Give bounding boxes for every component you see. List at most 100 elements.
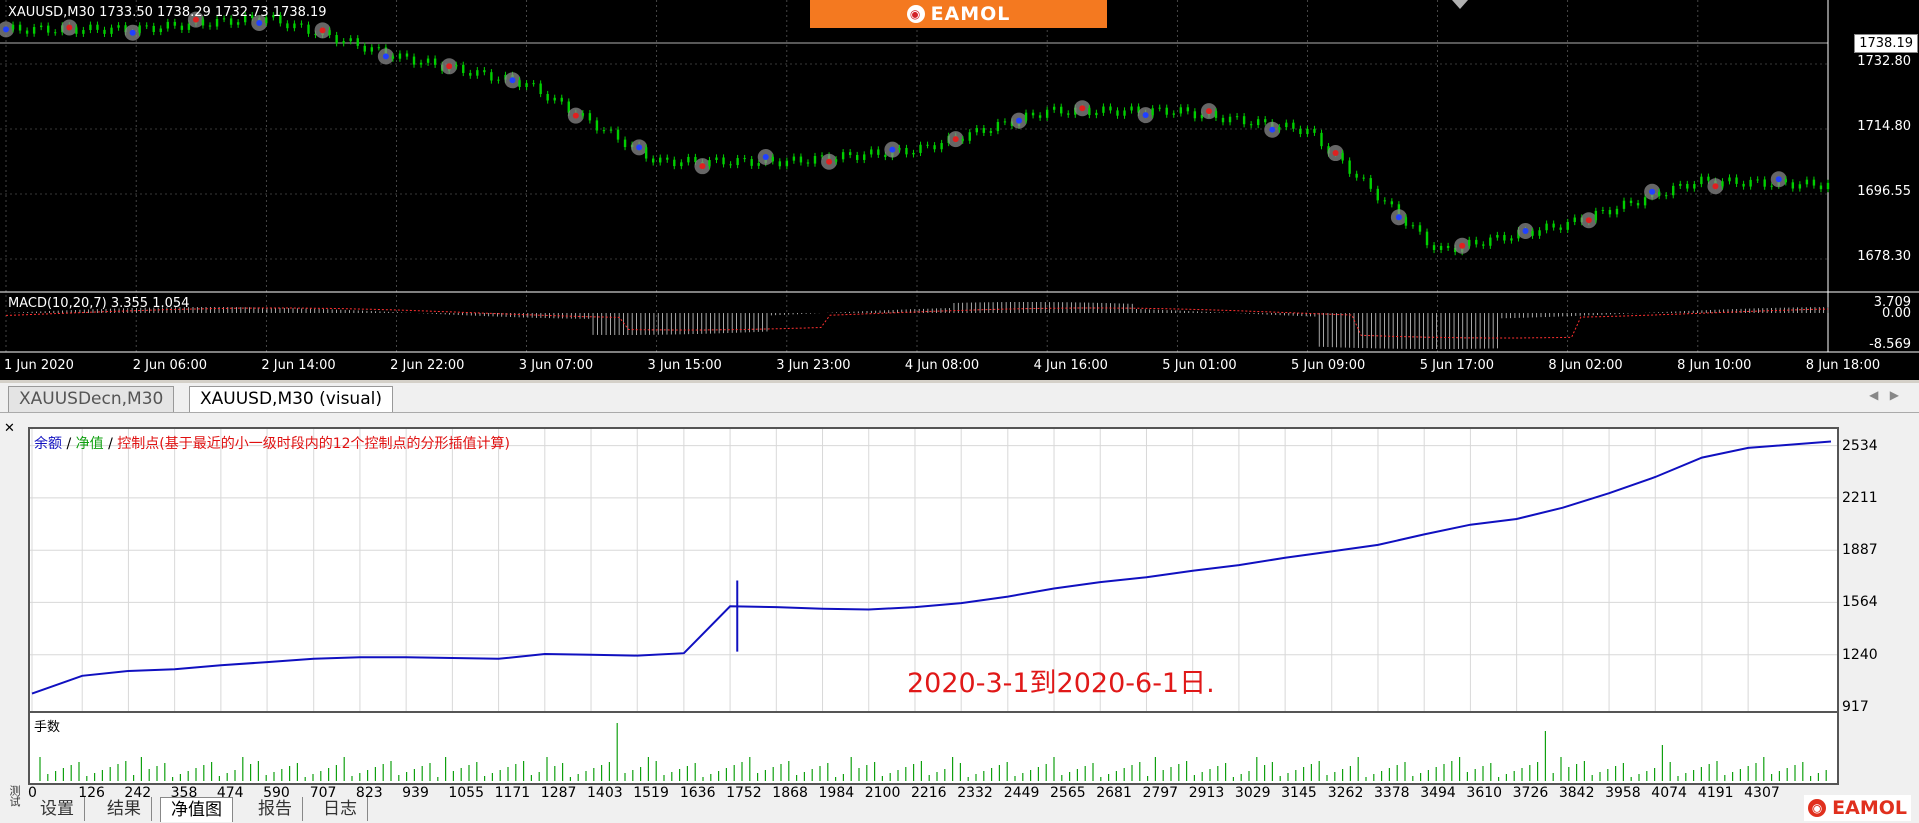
- chevron-right-icon[interactable]: ▶: [1889, 388, 1899, 402]
- tab-xauusdecn-m30[interactable]: XAUUSDecn,M30: [8, 386, 175, 412]
- price-axis-tick: 1714.80: [1857, 119, 1911, 134]
- candle-body: [1264, 119, 1267, 123]
- candle-body: [736, 158, 739, 166]
- candle-body: [145, 25, 148, 27]
- candle-body: [1594, 210, 1598, 221]
- candle-body: [1742, 183, 1745, 187]
- candle-body: [1735, 177, 1738, 184]
- candle-body: [1432, 245, 1436, 250]
- candle-body: [1390, 201, 1394, 205]
- tab-results[interactable]: 结果: [97, 797, 152, 821]
- candle-body: [1355, 173, 1358, 178]
- trade-marker-dot: [699, 163, 706, 170]
- candle-body: [307, 24, 310, 34]
- candle-body: [335, 35, 338, 44]
- candle-body: [1341, 153, 1344, 161]
- candle-body: [1418, 225, 1422, 232]
- tab-settings[interactable]: 设置: [30, 797, 85, 821]
- candle-body: [722, 157, 725, 165]
- candle-body: [1425, 231, 1429, 246]
- close-icon[interactable]: ✕: [4, 421, 15, 436]
- candle-body: [1545, 223, 1548, 231]
- candle-body: [1411, 225, 1415, 227]
- time-axis-tick: 2 Jun 22:00: [390, 358, 465, 373]
- time-axis-tick: 8 Jun 18:00: [1805, 358, 1881, 373]
- tab-equity-graph[interactable]: 净值图: [160, 797, 233, 822]
- equity-graph-canvas: [30, 429, 1837, 711]
- candle-body: [912, 152, 915, 155]
- trade-marker-dot: [1712, 183, 1719, 190]
- candle-body: [771, 157, 774, 162]
- lots-graph-canvas: [39, 723, 1827, 781]
- candle-body: [39, 25, 43, 28]
- candle-body: [673, 159, 676, 167]
- candle-body: [1559, 227, 1562, 230]
- candle-body: [293, 23, 296, 29]
- candle-body: [412, 56, 416, 65]
- candle-body: [996, 121, 1000, 132]
- trade-axis-tick: 3262: [1327, 785, 1364, 801]
- candle-body: [546, 94, 549, 101]
- candle-body: [926, 144, 929, 146]
- tab-xauusd-m30-visual[interactable]: XAUUSD,M30 (visual): [189, 386, 393, 412]
- trade-axis-tick: 4191: [1697, 785, 1734, 801]
- equity-axis-tick: 1564: [1842, 594, 1878, 611]
- candle-body: [1193, 111, 1197, 119]
- candle-body: [1728, 177, 1731, 182]
- strategy-tester-panel: ✕ 测试 余额 / 净值 / 控制点(基于最近的小一级时段内的12个控制点的分形…: [0, 413, 1919, 823]
- candle-body: [666, 157, 669, 160]
- candle-body: [1172, 113, 1175, 115]
- candle-body: [25, 30, 29, 34]
- candle-body: [1095, 112, 1098, 116]
- macd-axis-tick: 0.00: [1882, 306, 1911, 321]
- candle-body: [834, 159, 838, 162]
- candle-body: [426, 58, 430, 63]
- candle-body: [785, 160, 789, 167]
- candle-body: [1151, 108, 1154, 116]
- candle-body: [919, 144, 922, 153]
- candle-body: [208, 25, 212, 27]
- tab-report[interactable]: 报告: [248, 797, 303, 821]
- chevron-left-icon[interactable]: ◀: [1869, 388, 1879, 402]
- legend-balance: 余额: [34, 436, 62, 452]
- candle-body: [651, 158, 655, 163]
- trade-axis-tick: 590: [263, 785, 290, 801]
- trade-marker-dot: [1649, 188, 1656, 195]
- candle-body: [870, 149, 873, 155]
- time-axis-tick: 4 Jun 08:00: [904, 358, 980, 373]
- chart-shift-marker-icon[interactable]: [1452, 0, 1468, 9]
- price-chart[interactable]: XAUUSD,M30 1733.50 1738.29 1732.73 1738.…: [0, 0, 1919, 380]
- candle-body: [82, 30, 85, 34]
- candle-body: [349, 38, 352, 42]
- candle-body: [694, 156, 697, 163]
- candle-body: [1503, 234, 1506, 241]
- trade-marker-dot: [382, 53, 389, 60]
- symbol-ohlc-label: XAUUSD,M30 1733.50 1738.29 1732.73 1738.…: [8, 5, 327, 20]
- candle-body: [201, 19, 205, 26]
- trade-marker-dot: [1585, 217, 1592, 224]
- equity-axis-tick: 2211: [1842, 489, 1878, 506]
- time-axis-tick: 8 Jun 02:00: [1548, 358, 1623, 373]
- trade-axis-tick: 707: [309, 785, 337, 801]
- candle-body: [11, 24, 15, 30]
- equity-axis-tick: 1240: [1842, 646, 1878, 663]
- candle-body: [680, 162, 683, 167]
- candle-body: [152, 25, 155, 33]
- trade-axis-tick: 823: [355, 785, 383, 801]
- candle-body: [173, 21, 177, 26]
- tab-journal[interactable]: 日志: [313, 797, 368, 821]
- trade-marker-dot: [826, 158, 833, 165]
- time-axis-tick: 2 Jun 14:00: [261, 358, 336, 373]
- candle-body: [433, 58, 437, 65]
- time-axis-tick: 3 Jun 23:00: [776, 358, 851, 373]
- time-axis-tick: 4 Jun 16:00: [1033, 358, 1108, 373]
- candle-body: [1292, 122, 1295, 129]
- candle-body: [180, 25, 184, 30]
- candle-body: [1299, 128, 1302, 135]
- time-axis-tick: 2 Jun 06:00: [132, 358, 207, 373]
- current-price-tag: 1738.19: [1854, 34, 1918, 53]
- candle-body: [1531, 231, 1534, 236]
- candle-body: [462, 64, 465, 73]
- candle-body: [1629, 200, 1633, 204]
- candle-body: [1376, 188, 1379, 201]
